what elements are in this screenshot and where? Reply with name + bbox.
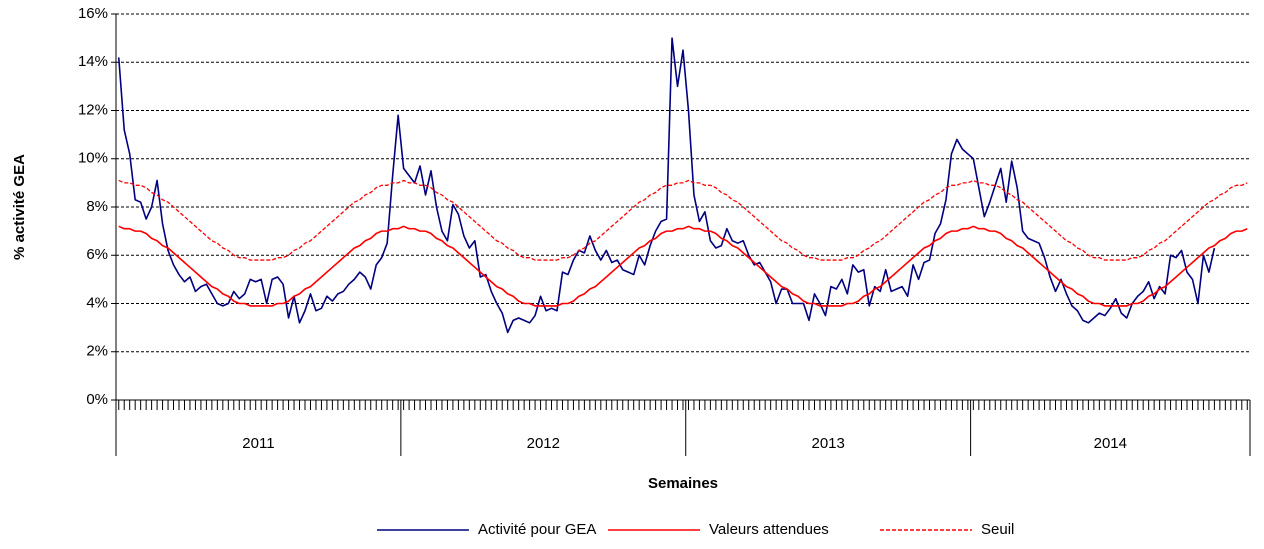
y-tick-label: 10% — [78, 150, 108, 167]
x-axis-title: Semaines — [648, 475, 718, 492]
legend-label: Activité pour GEA — [478, 521, 596, 538]
y-tick-label: 12% — [78, 101, 108, 118]
group-label: 2014 — [1094, 435, 1127, 452]
y-tick-label: 0% — [86, 391, 108, 408]
group-label: 2011 — [242, 435, 274, 452]
series-line — [118, 179, 1248, 261]
series-line — [117, 37, 1216, 334]
y-tick-label: 4% — [86, 294, 108, 311]
legend-label: Valeurs attendues — [709, 521, 829, 538]
y-tick-label: 6% — [86, 246, 108, 263]
group-label: 2012 — [527, 435, 560, 452]
group-label: 2013 — [811, 435, 844, 452]
y-tick-label: 2% — [86, 343, 108, 360]
legend-label: Seuil — [981, 521, 1014, 538]
y-tick-label: 14% — [78, 53, 108, 70]
series-line — [118, 225, 1248, 307]
y-tick-label: 8% — [86, 198, 108, 215]
y-axis-title: % activité GEA — [11, 154, 28, 260]
y-tick-label: 16% — [78, 5, 108, 22]
